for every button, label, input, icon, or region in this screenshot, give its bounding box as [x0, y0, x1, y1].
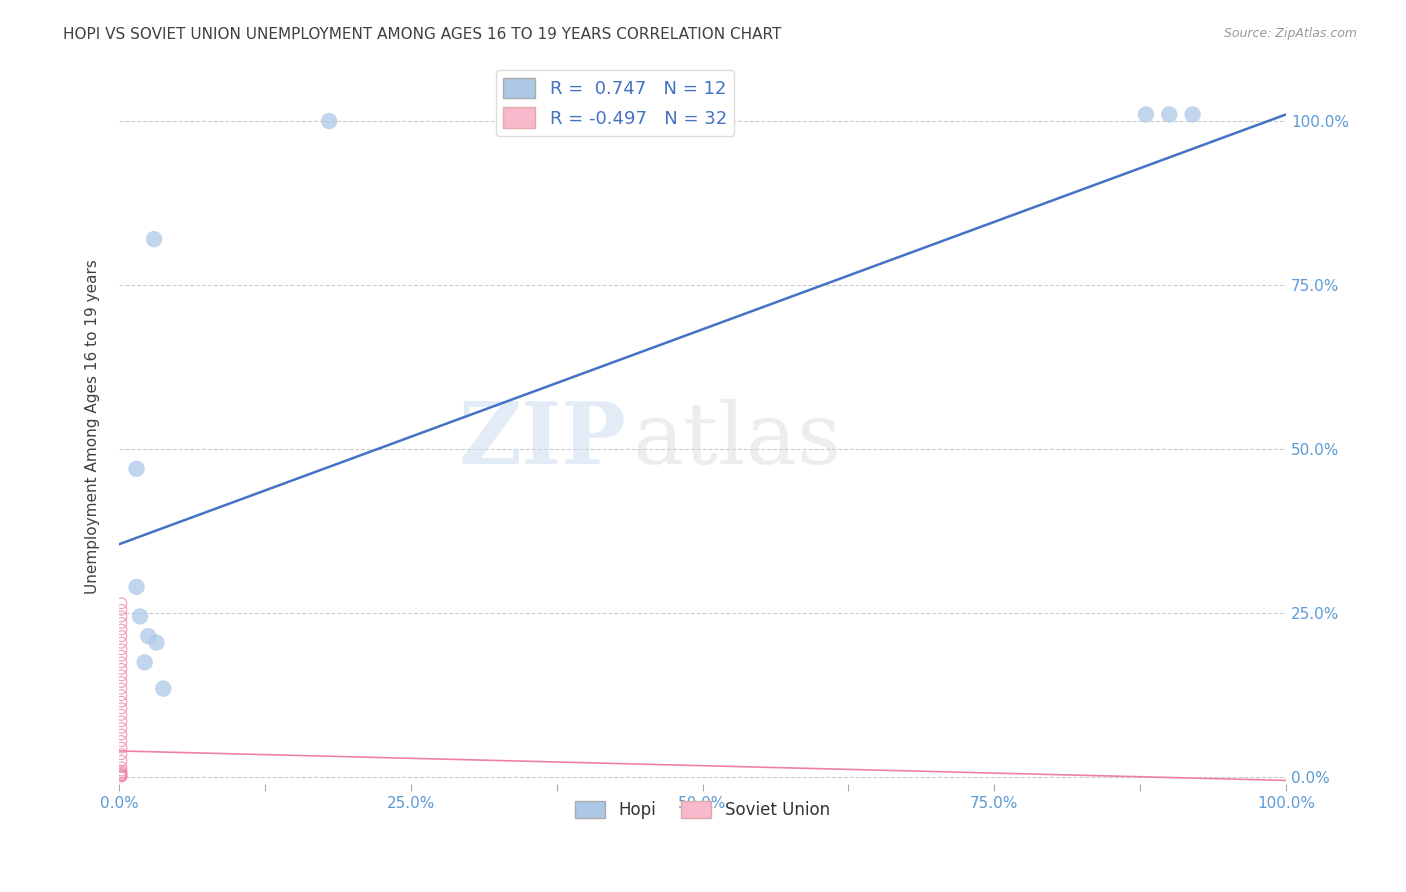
Point	[110, 727, 132, 741]
Text: HOPI VS SOVIET UNION UNEMPLOYMENT AMONG AGES 16 TO 19 YEARS CORRELATION CHART: HOPI VS SOVIET UNION UNEMPLOYMENT AMONG …	[63, 27, 782, 42]
Point	[318, 114, 340, 128]
Point	[110, 701, 132, 715]
Point	[110, 760, 132, 774]
Point	[110, 721, 132, 735]
Point	[110, 707, 132, 722]
Point	[143, 232, 166, 246]
Point	[110, 767, 132, 781]
Point	[110, 747, 132, 762]
Point	[110, 688, 132, 702]
Text: atlas: atlas	[633, 399, 842, 482]
Point	[125, 462, 148, 476]
Point	[110, 681, 132, 696]
Point	[110, 769, 132, 783]
Text: ZIP: ZIP	[458, 399, 627, 483]
Point	[110, 675, 132, 690]
Point	[110, 770, 132, 784]
Point	[1135, 107, 1157, 121]
Point	[110, 596, 132, 610]
Point	[110, 629, 132, 643]
Point	[136, 629, 159, 643]
Point	[129, 609, 152, 624]
Point	[145, 635, 167, 649]
Point	[1181, 107, 1204, 121]
Point	[152, 681, 174, 696]
Point	[110, 642, 132, 657]
Point	[110, 635, 132, 649]
Point	[110, 734, 132, 748]
Text: Source: ZipAtlas.com: Source: ZipAtlas.com	[1223, 27, 1357, 40]
Y-axis label: Unemployment Among Ages 16 to 19 years: Unemployment Among Ages 16 to 19 years	[86, 259, 100, 593]
Legend: Hopi, Soviet Union: Hopi, Soviet Union	[568, 794, 837, 825]
Point	[110, 754, 132, 768]
Point	[110, 765, 132, 780]
Point	[1159, 107, 1181, 121]
Point	[110, 662, 132, 676]
Point	[110, 695, 132, 709]
Point	[110, 609, 132, 624]
Point	[110, 615, 132, 630]
Point	[110, 740, 132, 755]
Point	[110, 648, 132, 663]
Point	[110, 764, 132, 778]
Point	[110, 768, 132, 782]
Point	[110, 714, 132, 729]
Point	[125, 580, 148, 594]
Point	[110, 668, 132, 682]
Point	[134, 656, 156, 670]
Point	[110, 603, 132, 617]
Point	[110, 623, 132, 637]
Point	[110, 656, 132, 670]
